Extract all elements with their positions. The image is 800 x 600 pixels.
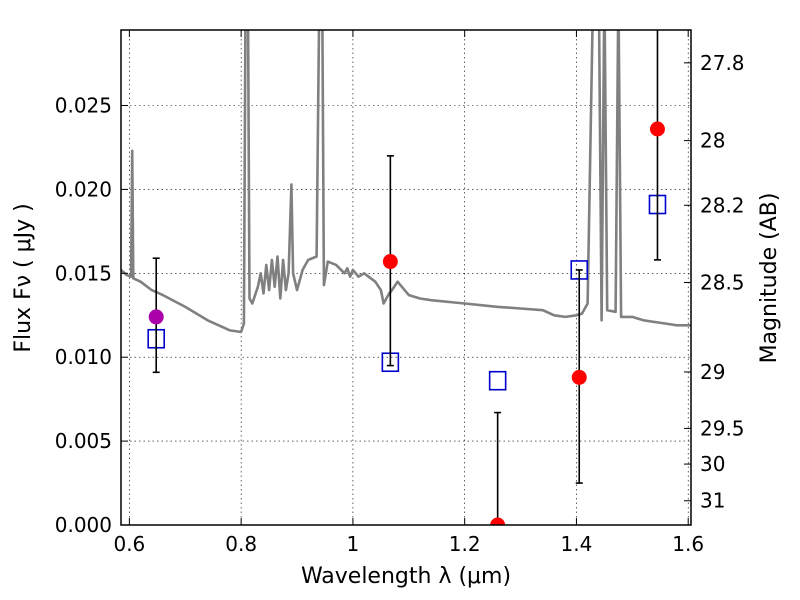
mag-tick-label: 31 (700, 489, 725, 513)
observed-point (148, 309, 164, 325)
mag-tick-label: 28.5 (700, 270, 745, 294)
mag-tick-label: 28 (700, 129, 725, 153)
x-tick-label: 1.2 (449, 532, 481, 556)
x-tick-label: 0.8 (225, 532, 257, 556)
x-tick-label: 1 (347, 532, 360, 556)
mag-tick-label: 29.5 (700, 416, 745, 440)
plot-area (121, 30, 691, 525)
x-tick-label: 0.6 (113, 532, 145, 556)
axis-ticks (121, 30, 691, 526)
y-tick-label: 0.020 (55, 177, 112, 201)
model-spectrum-line (121, 30, 691, 334)
plot-frame (120, 29, 692, 526)
right-axis-label: Magnitude (AB) (757, 193, 782, 364)
model-photometry-square (488, 370, 507, 391)
x-tick-label: 1.4 (561, 532, 593, 556)
x-axis-label: Wavelength λ (μm) (301, 564, 511, 589)
y-tick-label: 0.015 (55, 261, 112, 285)
y-axis-label: Flux Fν ( μJy ) (11, 203, 36, 352)
observed-point (649, 121, 665, 137)
mag-tick-label: 28.2 (700, 193, 745, 217)
tick-labels: 0.6 0.8 1 1.2 1.4 1.6 0.000 0.005 0.010 0.015 0.02… (55, 51, 745, 556)
mag-tick-label: 30 (700, 452, 725, 476)
observed-point (382, 254, 398, 270)
mag-tick-label: 27.8 (700, 51, 745, 75)
observed-point (571, 369, 587, 385)
y-tick-label: 0.010 (55, 345, 112, 369)
y-tick-label: 0.005 (55, 429, 112, 453)
y-tick-label: 0.000 (55, 513, 112, 537)
observed-point (490, 517, 506, 525)
mag-tick-label: 29 (700, 360, 725, 384)
x-tick-label: 1.6 (672, 532, 704, 556)
y-tick-label: 0.025 (55, 94, 112, 118)
